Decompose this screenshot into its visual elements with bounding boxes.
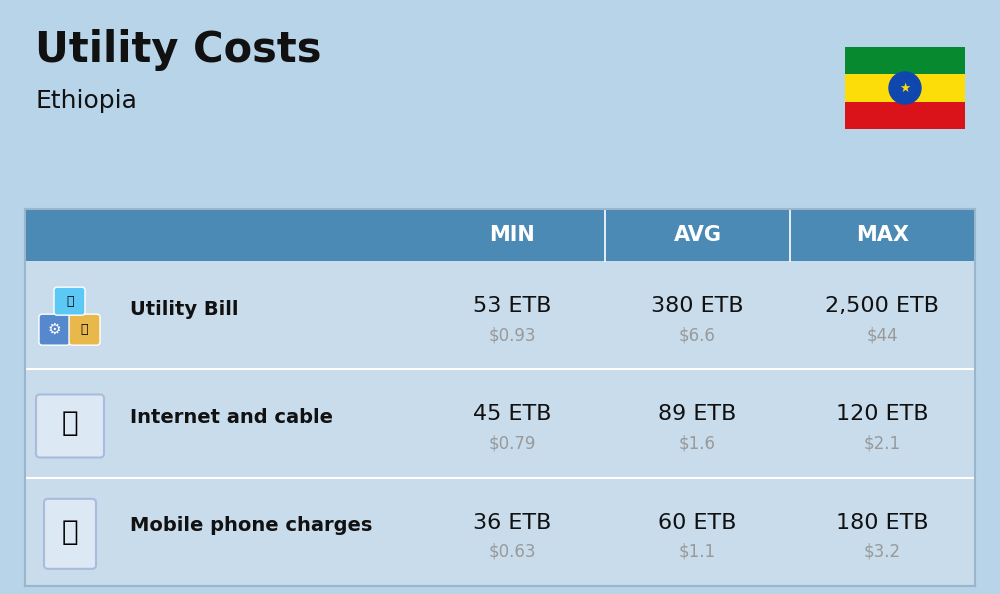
FancyBboxPatch shape — [36, 394, 104, 457]
Text: ★: ★ — [899, 81, 911, 94]
Text: 380 ETB: 380 ETB — [651, 296, 744, 316]
FancyBboxPatch shape — [115, 261, 420, 369]
Text: 2,500 ETB: 2,500 ETB — [825, 296, 939, 316]
FancyBboxPatch shape — [605, 261, 790, 369]
Text: 60 ETB: 60 ETB — [658, 513, 737, 533]
Text: $0.93: $0.93 — [489, 326, 536, 344]
FancyBboxPatch shape — [44, 499, 96, 569]
Text: 180 ETB: 180 ETB — [836, 513, 929, 533]
Text: 📱: 📱 — [62, 518, 78, 546]
FancyBboxPatch shape — [845, 47, 965, 74]
Circle shape — [889, 72, 921, 104]
FancyBboxPatch shape — [605, 478, 790, 586]
FancyBboxPatch shape — [25, 261, 115, 369]
Text: Utility Costs: Utility Costs — [35, 29, 322, 71]
Text: ⚙: ⚙ — [48, 322, 61, 337]
Text: 📷: 📷 — [66, 295, 74, 308]
Text: AVG: AVG — [673, 225, 721, 245]
FancyBboxPatch shape — [25, 209, 115, 261]
Text: Utility Bill: Utility Bill — [130, 299, 238, 318]
Text: 45 ETB: 45 ETB — [473, 405, 552, 425]
Text: Internet and cable: Internet and cable — [130, 408, 333, 427]
Text: $0.63: $0.63 — [489, 543, 536, 561]
FancyBboxPatch shape — [605, 369, 790, 478]
Text: 120 ETB: 120 ETB — [836, 405, 929, 425]
FancyBboxPatch shape — [54, 287, 85, 315]
FancyBboxPatch shape — [845, 74, 965, 102]
FancyBboxPatch shape — [115, 369, 420, 478]
Text: Ethiopia: Ethiopia — [35, 89, 137, 113]
FancyBboxPatch shape — [25, 478, 115, 586]
FancyBboxPatch shape — [790, 478, 975, 586]
FancyBboxPatch shape — [115, 209, 420, 261]
Text: 📡: 📡 — [62, 409, 78, 438]
FancyBboxPatch shape — [25, 369, 115, 478]
Text: MIN: MIN — [490, 225, 535, 245]
Text: 89 ETB: 89 ETB — [658, 405, 737, 425]
Text: $2.1: $2.1 — [864, 434, 901, 453]
FancyBboxPatch shape — [420, 261, 605, 369]
FancyBboxPatch shape — [790, 369, 975, 478]
Text: $3.2: $3.2 — [864, 543, 901, 561]
FancyBboxPatch shape — [69, 314, 100, 345]
FancyBboxPatch shape — [115, 478, 420, 586]
FancyBboxPatch shape — [790, 261, 975, 369]
Text: Mobile phone charges: Mobile phone charges — [130, 516, 372, 535]
FancyBboxPatch shape — [420, 209, 605, 261]
FancyBboxPatch shape — [420, 478, 605, 586]
Text: MAX: MAX — [856, 225, 909, 245]
FancyBboxPatch shape — [605, 209, 790, 261]
FancyBboxPatch shape — [420, 369, 605, 478]
Text: 36 ETB: 36 ETB — [473, 513, 552, 533]
Text: 53 ETB: 53 ETB — [473, 296, 552, 316]
Text: 🔌: 🔌 — [81, 323, 88, 336]
Text: $6.6: $6.6 — [679, 326, 716, 344]
Text: $0.79: $0.79 — [489, 434, 536, 453]
Text: $1.1: $1.1 — [679, 543, 716, 561]
FancyBboxPatch shape — [845, 102, 965, 129]
FancyBboxPatch shape — [39, 314, 70, 345]
Text: $1.6: $1.6 — [679, 434, 716, 453]
Text: $44: $44 — [867, 326, 898, 344]
FancyBboxPatch shape — [790, 209, 975, 261]
